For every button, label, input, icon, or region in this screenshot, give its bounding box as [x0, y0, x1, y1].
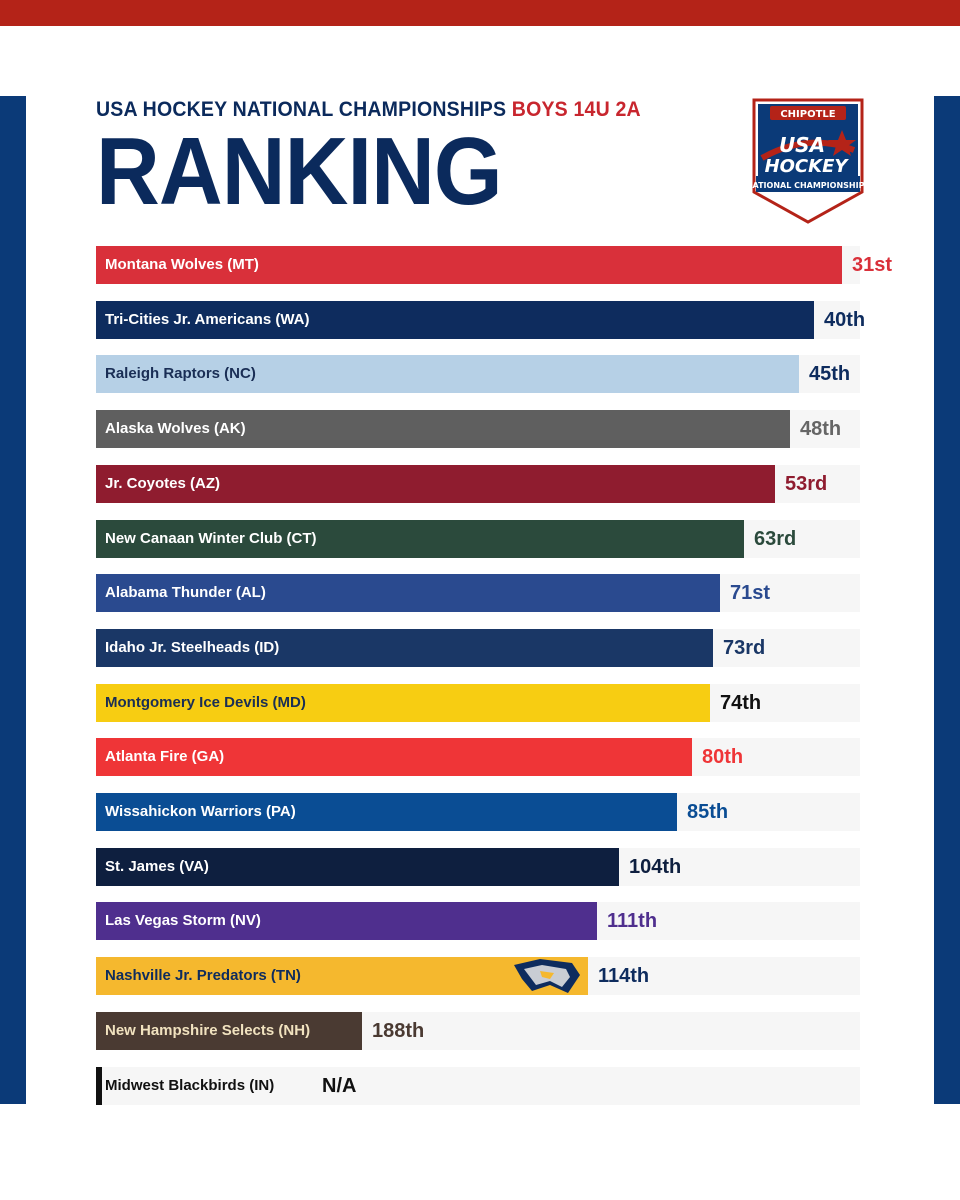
- bar: [96, 793, 677, 831]
- bar-team-label: Nashville Jr. Predators (TN): [105, 967, 301, 984]
- bar: [96, 410, 790, 448]
- bar: [96, 684, 710, 722]
- usa-hockey-championships-logo: CHIPOTLE USA HOCKEY NATIONAL CHAMPIONSHI…: [750, 98, 866, 224]
- bar-rank-label: 80th: [702, 746, 744, 768]
- top-color-band: [0, 0, 960, 26]
- logo-championships-text: NATIONAL CHAMPIONSHIPS: [750, 181, 866, 190]
- logo-usa-text: USA: [779, 133, 825, 157]
- bar-team-label: Wissahickon Warriors (PA): [105, 803, 296, 820]
- bar: [96, 574, 720, 612]
- right-border-stripe: [934, 96, 960, 1104]
- bar: [96, 738, 692, 776]
- bar-team-label: Montana Wolves (MT): [105, 256, 259, 273]
- bar-team-label: Las Vegas Storm (NV): [105, 912, 261, 929]
- bar-rank-label: 45th: [809, 363, 851, 385]
- chart-subtitle: USA HOCKEY NATIONAL CHAMPIONSHIPS BOYS 1…: [96, 98, 641, 122]
- bar-team-label: Montgomery Ice Devils (MD): [105, 694, 306, 711]
- bar-rank-label: 40th: [824, 309, 866, 331]
- bar-team-label: Alaska Wolves (AK): [105, 420, 246, 437]
- bar-team-label: Idaho Jr. Steelheads (ID): [105, 639, 280, 656]
- bar-team-label: Jr. Coyotes (AZ): [105, 475, 221, 492]
- bar: [96, 1012, 362, 1050]
- bar-team-label: Midwest Blackbirds (IN): [105, 1077, 275, 1094]
- bar-rank-label: 71st: [730, 582, 771, 604]
- logo-sponsor-text: CHIPOTLE: [780, 109, 835, 120]
- subtitle-accent: BOYS 14U 2A: [511, 98, 641, 121]
- bar-team-label: New Hampshire Selects (NH): [105, 1022, 311, 1039]
- chart-title: RANKING: [96, 118, 503, 225]
- bar-rank-label: 111th: [607, 910, 658, 932]
- bar-rank-label: 63rd: [754, 528, 797, 550]
- bar-rank-label: 104th: [629, 856, 682, 878]
- left-border-stripe: [0, 96, 26, 1104]
- bar: [96, 848, 619, 886]
- bar-rank-label: 73rd: [723, 637, 766, 659]
- ranking-bar-chart: Montana Wolves (MT) 31st Tri-Cities Jr. Am…: [96, 246, 892, 1108]
- bar-rank-label: 31st: [852, 254, 893, 276]
- bar: [96, 902, 597, 940]
- bar: [96, 520, 744, 558]
- subtitle-main: USA HOCKEY NATIONAL CHAMPIONSHIPS: [96, 98, 507, 121]
- bar-team-label: St. James (VA): [105, 858, 209, 875]
- bar-rank-label: 188th: [372, 1020, 425, 1042]
- bar: [96, 355, 799, 393]
- bar-row-background: [96, 1067, 860, 1105]
- bar: [96, 246, 842, 284]
- bar-team-label: Tri-Cities Jr. Americans (WA): [105, 311, 310, 328]
- bar-team-label: Raleigh Raptors (NC): [105, 365, 256, 382]
- bar-rank-label: 48th: [800, 418, 842, 440]
- bar-rank-label: 53rd: [785, 473, 828, 495]
- bar: [96, 957, 588, 995]
- predators-logo-icon: [514, 959, 580, 993]
- bar-rank-label: 114th: [598, 965, 650, 987]
- logo-hockey-text: HOCKEY: [765, 156, 850, 177]
- bar-rank-label: 85th: [687, 801, 729, 823]
- bar: [96, 465, 775, 503]
- bar: [96, 301, 814, 339]
- bar-team-label: New Canaan Winter Club (CT): [105, 530, 317, 547]
- bar-team-label: Atlanta Fire (GA): [105, 748, 225, 765]
- bar: [96, 629, 713, 667]
- bar-team-label: Alabama Thunder (AL): [105, 584, 266, 601]
- bar-rank-label: N/A: [322, 1075, 357, 1097]
- bar-rank-label: 74th: [720, 692, 762, 714]
- bar: [96, 1067, 102, 1105]
